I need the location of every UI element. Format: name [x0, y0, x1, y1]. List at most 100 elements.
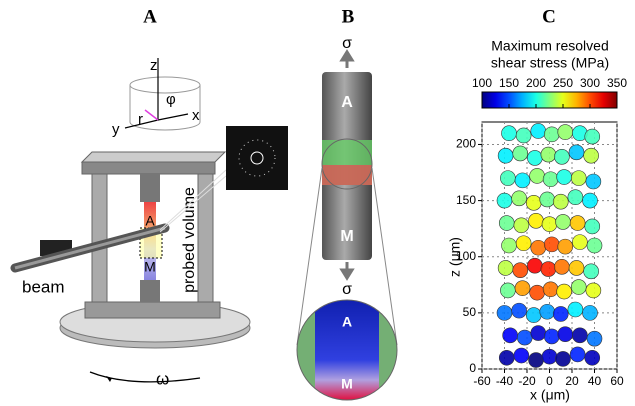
grain — [512, 303, 527, 318]
grain — [583, 305, 598, 320]
grain — [526, 308, 541, 323]
grain — [554, 259, 569, 274]
grain — [540, 192, 555, 207]
axis-label: φ — [166, 91, 176, 108]
grain — [558, 125, 573, 140]
grain — [531, 326, 546, 341]
grain — [553, 194, 568, 209]
detector — [226, 126, 288, 190]
y-axis-label: z (μm) — [447, 237, 463, 277]
grain — [553, 306, 568, 321]
grain — [530, 285, 545, 300]
grain — [515, 281, 530, 296]
grain — [529, 353, 544, 368]
grain — [558, 327, 573, 342]
column — [198, 162, 213, 302]
panel-label: C — [542, 6, 556, 27]
x-tick-label: -60 — [473, 374, 491, 388]
grain — [517, 330, 532, 345]
grain — [514, 218, 529, 233]
axis-label: x — [192, 107, 200, 124]
grain — [554, 149, 569, 164]
grain — [570, 347, 585, 362]
grain — [542, 349, 557, 364]
grain — [557, 284, 572, 299]
grain — [513, 146, 528, 161]
grain — [540, 304, 555, 319]
grain — [530, 168, 545, 183]
axis-label: y — [112, 121, 120, 138]
grain — [513, 263, 528, 278]
top-plate — [82, 152, 225, 162]
top-plate — [82, 162, 215, 174]
grain — [557, 170, 572, 185]
y-tick-label: 150 — [456, 193, 476, 207]
colorbar-tick-label: 300 — [580, 76, 600, 90]
grain — [568, 190, 583, 205]
grain — [571, 171, 586, 186]
grain — [558, 239, 573, 254]
grain — [497, 305, 512, 320]
zoom-label: A — [342, 314, 352, 330]
grain — [542, 217, 557, 232]
colorbar-tick-label: 200 — [526, 76, 546, 90]
grain — [584, 148, 599, 163]
grain — [527, 150, 542, 165]
grain — [514, 348, 529, 363]
region-label: M — [144, 259, 156, 275]
grain — [498, 260, 513, 275]
stress-label: σ — [342, 281, 352, 298]
grain — [556, 214, 571, 229]
grain — [499, 216, 514, 231]
rotation-arrow — [90, 372, 200, 382]
grain — [500, 283, 515, 298]
grain — [531, 123, 546, 138]
grain — [531, 240, 546, 255]
grain — [526, 195, 541, 210]
grain — [512, 191, 527, 206]
x-tick-label: -40 — [496, 374, 514, 388]
colorbar-tick-label: 100 — [472, 76, 492, 90]
rod-label: M — [340, 228, 353, 245]
grain — [568, 302, 583, 317]
colorbar — [482, 92, 617, 108]
grain — [572, 235, 587, 250]
grain — [498, 148, 513, 163]
column — [92, 162, 107, 302]
grain — [569, 145, 584, 160]
grain — [516, 236, 531, 251]
grain — [585, 350, 600, 365]
grain — [587, 238, 602, 253]
base-plate — [85, 302, 220, 318]
grain — [544, 237, 559, 252]
grain — [570, 216, 585, 231]
grain — [503, 328, 518, 343]
colorbar-tick-label: 350 — [607, 76, 627, 90]
omega-label: ω — [156, 369, 169, 388]
arrow — [342, 52, 352, 68]
grain — [572, 328, 587, 343]
grain — [497, 193, 512, 208]
grain — [586, 174, 601, 189]
panel-a: A z φ r y x A M probed volume beam ω — [15, 6, 288, 388]
colorbar-tick-label: 250 — [553, 76, 573, 90]
panel-label: A — [143, 6, 157, 27]
axis-label: r — [138, 111, 143, 128]
grain — [544, 329, 559, 344]
colorbar-title: shear stress (MPa) — [491, 55, 609, 71]
grain — [585, 219, 600, 234]
grain — [544, 127, 559, 142]
grain — [515, 173, 530, 188]
grain — [583, 193, 598, 208]
grain — [586, 283, 601, 298]
x-tick-label: 60 — [610, 374, 624, 388]
rod-label: A — [341, 94, 353, 111]
rotation-arrow — [106, 376, 112, 382]
arrow — [342, 262, 352, 278]
figure: A z φ r y x A M probed volume beam ω — [0, 0, 635, 406]
grain — [529, 213, 544, 228]
colorbar-title: Maximum resolved — [491, 38, 608, 54]
cylinder — [130, 77, 200, 93]
colorbar-tick-label: 150 — [499, 76, 519, 90]
panel-label: B — [342, 6, 355, 27]
